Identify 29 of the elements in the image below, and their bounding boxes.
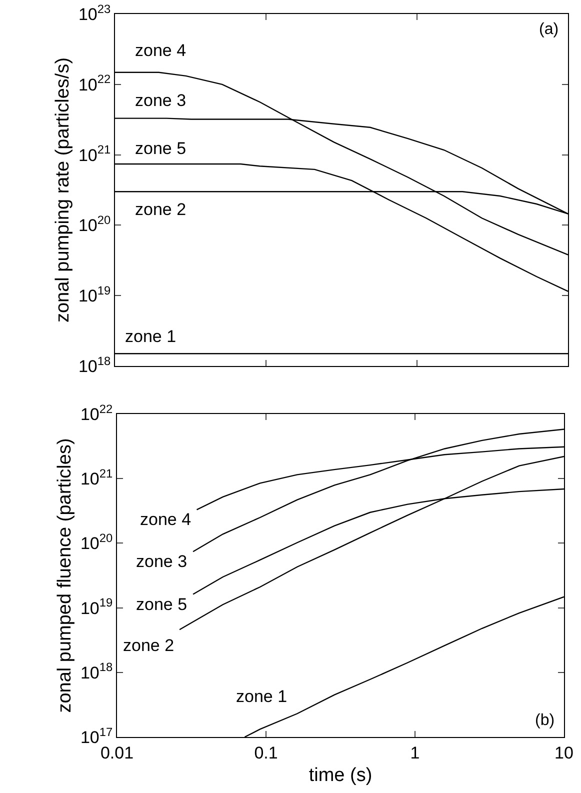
series-label: zone 5 <box>135 139 186 158</box>
y-axis-title: zonal pumped fluence (particles) <box>54 438 76 713</box>
series-label: zone 4 <box>135 41 186 60</box>
y-tick-label: 10$^{22}$ <box>78 72 111 94</box>
annotation: (b) <box>535 712 555 729</box>
y-tick-label: 10$^{23}$ <box>78 2 111 24</box>
series-label: zone 2 <box>123 636 174 655</box>
series-label: zone 4 <box>140 510 192 529</box>
y-tick-label: 10$^{22}$ <box>80 402 113 424</box>
x-tick-label: 10 <box>554 743 574 762</box>
y-tick-label: 10$^{20}$ <box>80 531 113 554</box>
x-tick-label: 1 <box>410 743 420 762</box>
y-tick-label: 10$^{21}$ <box>80 466 113 489</box>
x-axis-title: time (s) <box>308 765 372 786</box>
y-tick-label: 10$^{21}$ <box>78 142 111 165</box>
y-tick-label: 10$^{19}$ <box>78 283 111 306</box>
series-label: zone 3 <box>135 91 186 110</box>
y-tick-label: 10$^{19}$ <box>80 596 113 618</box>
series-label: zone 3 <box>136 552 188 571</box>
y-axis-title: zonal pumping rate (particles/s) <box>52 57 74 323</box>
series-label: zone 1 <box>236 687 288 706</box>
x-tick-label: 0.1 <box>254 743 278 762</box>
annotation: (a) <box>539 21 559 38</box>
y-tick-label: 10$^{18}$ <box>80 660 113 682</box>
series-label: zone 2 <box>135 200 186 219</box>
y-tick-label: 10$^{18}$ <box>78 354 111 376</box>
series-label: zone 5 <box>136 595 188 614</box>
y-tick-label: 10$^{20}$ <box>78 213 111 236</box>
series-label: zone 1 <box>125 327 176 346</box>
